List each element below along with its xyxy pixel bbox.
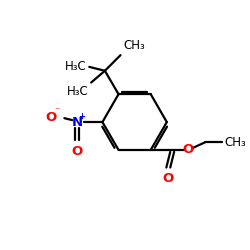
- Text: CH₃: CH₃: [225, 136, 246, 149]
- Text: O: O: [163, 172, 174, 186]
- Text: H₃C: H₃C: [64, 60, 86, 74]
- Text: N: N: [72, 116, 83, 128]
- Text: O: O: [182, 144, 194, 156]
- Text: O: O: [45, 111, 56, 124]
- Text: O: O: [72, 146, 83, 158]
- Text: ⁻: ⁻: [54, 106, 59, 116]
- Text: +: +: [78, 112, 86, 121]
- Text: H₃C: H₃C: [66, 86, 88, 98]
- Text: CH₃: CH₃: [124, 39, 145, 52]
